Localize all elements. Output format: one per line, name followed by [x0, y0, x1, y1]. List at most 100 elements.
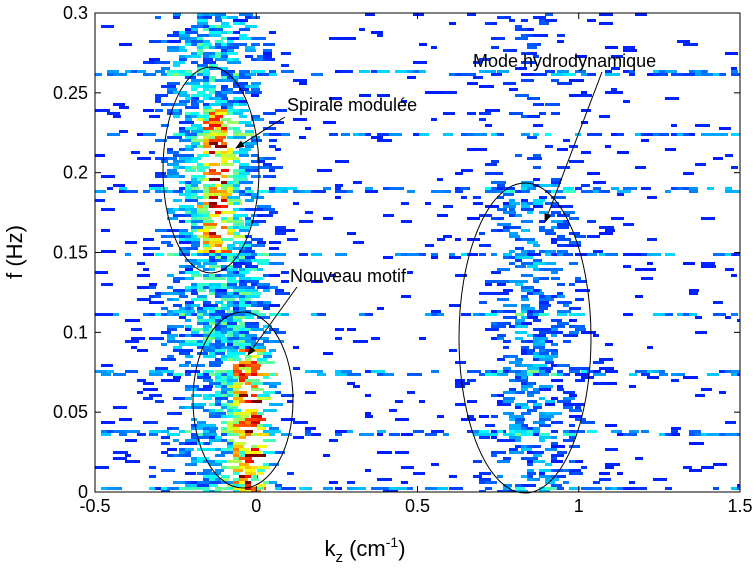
heat-cell	[155, 172, 166, 175]
heat-cell	[227, 277, 236, 280]
heat-cell	[551, 343, 558, 346]
heat-cell	[221, 307, 230, 310]
heat-cell	[485, 109, 500, 112]
heat-cell	[347, 382, 355, 385]
heat-cell	[233, 91, 244, 94]
heat-cell	[239, 22, 245, 25]
heat-cell	[335, 433, 342, 436]
heat-cell	[515, 190, 525, 193]
heat-cell	[719, 370, 730, 373]
heat-cell	[527, 187, 536, 190]
heat-cell	[239, 451, 249, 454]
heat-cell	[263, 463, 270, 466]
heat-cell	[521, 364, 536, 367]
heat-cell	[185, 145, 192, 148]
heat-cell	[569, 415, 582, 418]
heat-cell	[245, 46, 255, 49]
heat-cell	[233, 433, 242, 436]
heat-cell	[107, 133, 120, 136]
heat-cell	[515, 490, 528, 492]
heat-cell	[599, 253, 610, 256]
heat-cell	[581, 376, 594, 379]
heat-cell	[563, 406, 573, 409]
heat-cell	[527, 391, 540, 394]
heat-cell	[563, 73, 576, 76]
heat-cell	[185, 430, 192, 433]
heat-cell	[215, 46, 222, 49]
heat-cell	[533, 199, 545, 202]
heat-cell	[539, 433, 550, 436]
heat-cell	[329, 439, 338, 442]
heat-cell	[143, 109, 154, 112]
heat-cell	[569, 244, 581, 247]
heat-cell	[227, 370, 234, 373]
heat-cell	[209, 34, 221, 37]
heat-cell	[239, 298, 250, 301]
heat-cell	[257, 466, 270, 469]
heat-cell	[467, 133, 473, 136]
heat-cell	[557, 292, 563, 295]
heat-cell	[125, 430, 140, 433]
heat-cell	[227, 232, 234, 235]
heat-cell	[737, 190, 740, 193]
heat-cell	[101, 175, 115, 178]
heat-cell	[179, 154, 190, 157]
heat-cell	[227, 286, 235, 289]
heat-cell	[557, 301, 572, 304]
heat-cell	[221, 319, 228, 322]
heat-cell	[473, 460, 482, 463]
heat-cell	[479, 313, 488, 316]
heat-cell	[251, 445, 260, 448]
heat-cell	[227, 43, 237, 46]
heat-cell	[221, 157, 227, 160]
heat-cell	[251, 70, 265, 73]
heat-cell	[101, 421, 115, 424]
heat-cell	[185, 355, 193, 358]
ellipse	[458, 182, 592, 494]
heat-cell	[521, 133, 530, 136]
heat-cell	[479, 148, 487, 151]
heat-cell	[521, 79, 534, 82]
heat-cell	[503, 412, 514, 415]
heat-cell	[539, 397, 545, 400]
heat-cell	[527, 430, 538, 433]
heat-cell	[527, 427, 535, 430]
heat-cell	[221, 325, 232, 328]
heat-cell	[629, 73, 635, 76]
heat-cell	[221, 205, 228, 208]
heat-cell	[503, 490, 513, 492]
heat-cell	[527, 352, 535, 355]
heat-cell	[209, 430, 216, 433]
heat-cell	[263, 340, 271, 343]
heat-cell	[215, 40, 223, 43]
heat-cell	[149, 487, 156, 490]
heat-cell	[245, 358, 251, 361]
heat-cell	[227, 40, 233, 43]
heat-cell	[599, 367, 614, 370]
heat-cell	[239, 379, 249, 382]
heat-cell	[209, 214, 220, 217]
heat-cell	[221, 43, 229, 46]
heat-cell	[221, 217, 227, 220]
heat-cell	[455, 361, 466, 364]
heat-cell	[257, 472, 264, 475]
heat-cell	[545, 19, 557, 22]
heat-cell	[239, 244, 252, 247]
heat-cell	[179, 448, 189, 451]
heat-cell	[143, 388, 158, 391]
heat-cell	[203, 202, 209, 205]
heat-cell	[167, 148, 173, 151]
heat-cell	[497, 37, 505, 40]
heat-cell	[215, 328, 225, 331]
heat-cell	[515, 214, 522, 217]
heat-cell	[581, 94, 592, 97]
heat-cell	[263, 55, 272, 58]
heat-cell	[95, 199, 105, 202]
heat-cell	[167, 217, 178, 220]
heat-cell	[179, 442, 189, 445]
heat-cell	[161, 487, 169, 490]
heat-cell	[161, 430, 169, 433]
heat-cell	[713, 157, 723, 160]
heat-cell	[245, 298, 251, 301]
heat-cell	[197, 22, 208, 25]
